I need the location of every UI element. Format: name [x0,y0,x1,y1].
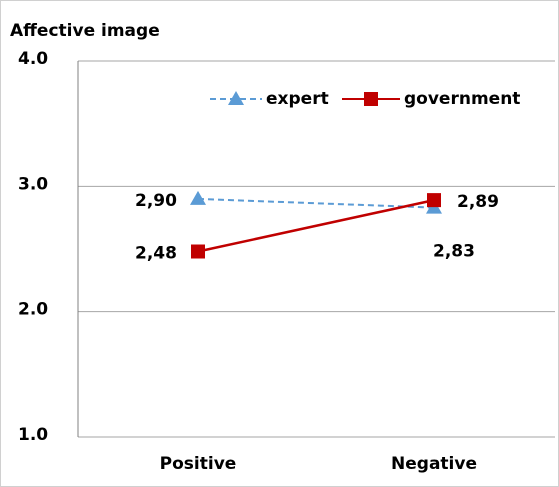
y-tick-label: 2.0 [18,300,48,320]
y-tick-label: 4.0 [18,49,48,69]
x-tick-label: Positive [160,454,237,474]
series-line [197,198,435,253]
value-label: 2,48 [135,244,177,264]
marker [190,190,206,205]
value-label: 2,90 [135,191,177,211]
value-label: 2,89 [457,192,499,212]
value-label: 2,83 [433,242,475,262]
x-tick-label: Negative [391,454,477,474]
legend-label: government [404,89,520,109]
y-tick-label: 1.0 [18,425,48,445]
legend-label: expert [266,89,329,109]
chart-title: Affective image [10,21,160,41]
legend-marker [228,91,244,105]
legend-marker [364,92,378,106]
y-tick-label: 3.0 [18,174,48,194]
marker [427,193,441,208]
marker [191,244,205,259]
